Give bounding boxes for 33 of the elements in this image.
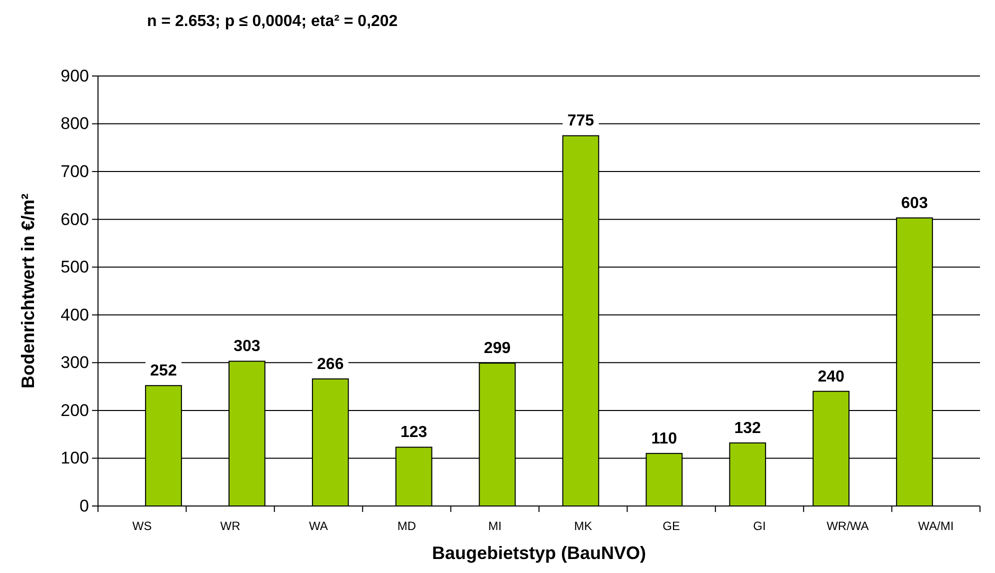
x-axis-title: Baugebietstyp (BauNVO) [432,543,646,563]
y-tick-label: 300 [60,353,89,372]
y-tick-label: 900 [60,66,89,86]
x-tick-label: WA [309,519,328,533]
x-tick-label: WR/WA [826,519,869,533]
y-tick-label: 100 [60,448,89,468]
data-label: 266 [317,356,344,373]
x-tick-label: GE [662,519,680,533]
chart-title: n = 2.653; p ≤ 0,0004; eta² = 0,202 [147,13,398,30]
y-tick-label: 200 [60,400,89,420]
y-tick-label: 600 [60,210,89,229]
x-tick-label: WR [220,519,241,533]
y-tick-label: 700 [60,162,89,181]
data-label: 303 [234,338,260,356]
y-tick-label: 0 [80,496,89,516]
x-tick-label: MI [488,519,502,533]
data-label: 775 [567,112,594,130]
data-label: 240 [818,368,844,386]
data-label: 132 [734,420,762,437]
x-tick-label: WA/MI [918,519,954,533]
data-label: 252 [150,362,177,380]
y-axis-title: Bodenrichtwert in €/m² [18,193,38,389]
data-label: 110 [651,430,678,448]
y-tick-label: 400 [60,305,89,324]
data-label: 123 [400,424,428,442]
x-tick-label: WS [132,519,152,533]
data-label: 299 [484,340,511,358]
x-tick-label: MD [397,519,416,533]
x-tick-label: GI [753,519,766,533]
x-tick-label: MK [574,519,592,533]
y-tick-label: 800 [60,114,89,134]
data-label: 603 [901,194,928,212]
y-tick-label: 500 [60,258,89,277]
